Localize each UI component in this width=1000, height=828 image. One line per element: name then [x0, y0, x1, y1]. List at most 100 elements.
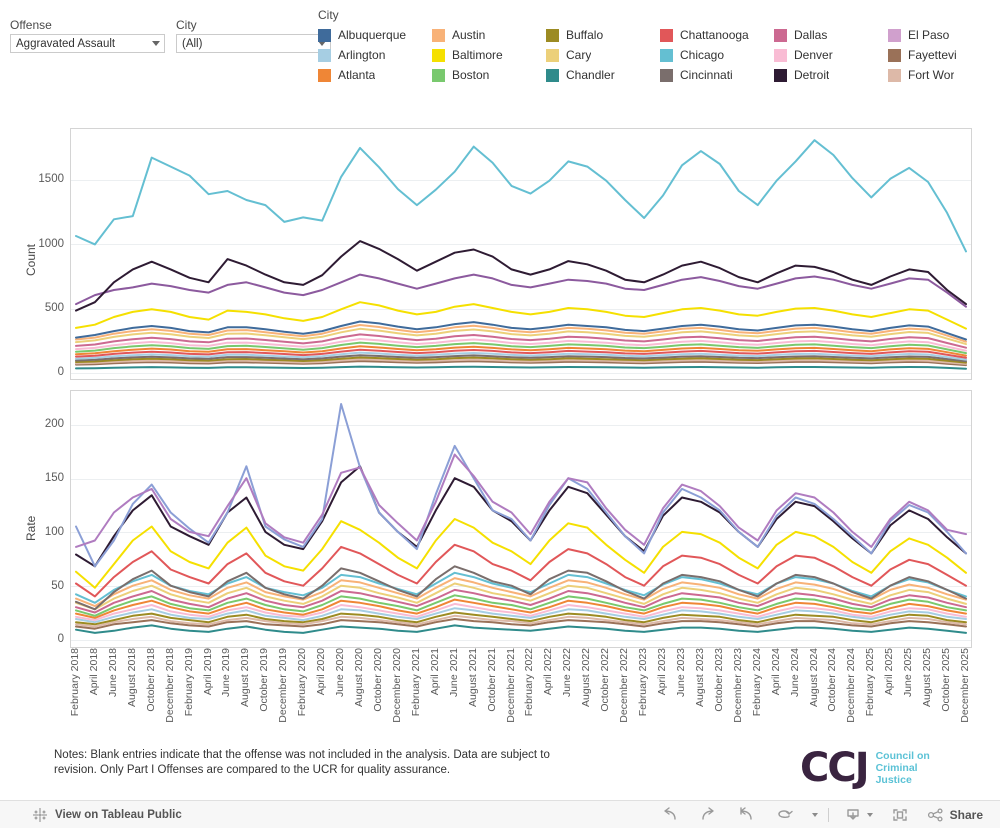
series-line-chicago[interactable] [75, 139, 967, 253]
legend-item-label: Dallas [794, 28, 828, 42]
legend-item-dallas[interactable]: Dallas [774, 25, 888, 45]
series-line-atlanta[interactable] [75, 598, 967, 619]
x-tick-label: June 2019 [220, 648, 233, 698]
filter-offense: Offense Aggravated Assault [10, 18, 165, 53]
series-line-albuquerque[interactable] [75, 320, 967, 341]
series-line-arlington[interactable] [75, 351, 967, 361]
ccj-tagline-line1: Council on [875, 750, 930, 762]
x-tick-label: October 2021 [485, 648, 498, 712]
legend: City Albuquerque Arlington Atlanta Austin Ba… [318, 8, 1000, 85]
x-tick-label: October 2020 [371, 648, 384, 712]
x-tick-label: February 2020 [296, 648, 309, 717]
series-line-detroit[interactable] [75, 240, 967, 312]
legend-item-fayettevi[interactable]: Fayettevi [888, 45, 1000, 65]
fullscreen-icon [892, 808, 907, 821]
series-line-albuquerque[interactable] [75, 403, 967, 568]
series-line-cary[interactable] [75, 582, 967, 611]
series-line-denver[interactable] [75, 338, 967, 352]
legend-item-buffalo[interactable]: Buffalo [546, 25, 660, 45]
y-tick-label: 500 [44, 302, 64, 314]
series-line-austin[interactable] [75, 577, 967, 608]
legend-item-albuquerque[interactable]: Albuquerque [318, 25, 432, 45]
legend-item-label: Atlanta [338, 68, 376, 82]
legend-item-chicago[interactable]: Chicago [660, 45, 774, 65]
legend-item-denver[interactable]: Denver [774, 45, 888, 65]
x-tick-label: April 2023 [656, 648, 669, 696]
series-line-fayetteville[interactable] [75, 618, 967, 630]
legend-item-chandler[interactable]: Chandler [546, 65, 660, 85]
view-on-tableau-public-button[interactable]: View on Tableau Public [32, 801, 182, 828]
share-button[interactable]: Share [918, 801, 992, 828]
series-line-cincinnati[interactable] [75, 354, 967, 363]
series-line-detroit[interactable] [75, 465, 967, 568]
x-tick-label: February 2022 [523, 648, 536, 717]
series-line-denver[interactable] [75, 602, 967, 622]
x-tick-label: October 2018 [144, 648, 157, 712]
plot-area-count[interactable] [70, 128, 972, 380]
series-line-austin[interactable] [75, 324, 967, 343]
toolbar-divider [827, 807, 829, 822]
y-tick-label: 0 [57, 633, 64, 646]
legend-item-label: Chattanooga [680, 28, 749, 42]
series-line-arlington[interactable] [75, 607, 967, 624]
filter-city-dropdown[interactable]: (All) [176, 34, 331, 53]
series-line-cary[interactable] [75, 327, 967, 346]
legend-item-detroit[interactable]: Detroit [774, 65, 888, 85]
series-line-buffalo[interactable] [75, 356, 967, 364]
legend-title: City [318, 8, 339, 22]
x-tick-label: April 2021 [428, 648, 441, 696]
legend-item-atlanta[interactable]: Atlanta [318, 65, 432, 85]
legend-item-fort-wor[interactable]: Fort Wor [888, 65, 1000, 85]
fullscreen-button[interactable] [882, 801, 918, 828]
series-line-boston[interactable] [75, 341, 967, 355]
revert-button[interactable] [727, 801, 765, 828]
legend-column: Buffalo Cary Chandler [546, 25, 660, 85]
legend-column: Austin Baltimore Boston [432, 25, 546, 85]
legend-swatch-icon [774, 28, 787, 42]
series-line-chandler[interactable] [75, 624, 967, 634]
series-line-chattanooga[interactable] [75, 543, 967, 598]
gridline [71, 308, 971, 310]
legend-item-arlington[interactable]: Arlington [318, 45, 432, 65]
series-line-fort-worth[interactable] [75, 614, 967, 628]
series-line-fayetteville[interactable] [75, 360, 967, 367]
legend-item-baltimore[interactable]: Baltimore [432, 45, 546, 65]
revert-icon [739, 806, 752, 820]
series-line-atlanta[interactable] [75, 345, 967, 357]
series-line-chandler[interactable] [75, 365, 967, 370]
legend-item-cary[interactable]: Cary [546, 45, 660, 65]
series-line-dallas[interactable] [75, 333, 967, 349]
y-tick-label: 200 [44, 418, 64, 431]
legend-item-austin[interactable]: Austin [432, 25, 546, 45]
download-button[interactable] [835, 801, 882, 828]
legend-item-boston[interactable]: Boston [432, 65, 546, 85]
legend-item-chattanooga[interactable]: Chattanooga [660, 25, 774, 45]
series-line-dallas[interactable] [75, 588, 967, 614]
series-line-baltimore[interactable] [75, 518, 967, 589]
x-tick-label: April 2025 [883, 648, 896, 696]
x-tick-label: June 2018 [106, 648, 119, 698]
legend-item-cincinnati[interactable]: Cincinnati [660, 65, 774, 85]
series-line-el-paso[interactable] [75, 273, 967, 308]
legend-item-el-paso[interactable]: El Paso [888, 25, 1000, 45]
filter-offense-dropdown[interactable]: Aggravated Assault [10, 34, 165, 53]
legend-item-label: Detroit [794, 68, 830, 82]
gridline [71, 244, 971, 246]
series-line-chattanooga[interactable] [75, 348, 967, 359]
series-line-boston[interactable] [75, 594, 967, 617]
redo-button[interactable] [689, 801, 727, 828]
x-tick-label: February 2025 [864, 648, 877, 717]
x-tick-label: February 2024 [750, 648, 763, 717]
series-line-el-paso[interactable] [75, 453, 967, 548]
undo-button[interactable] [651, 801, 689, 828]
plot-area-rate[interactable] [70, 390, 972, 648]
filter-offense-value: Aggravated Assault [16, 37, 116, 50]
pause-dropdown-button[interactable] [803, 801, 822, 828]
series-line-buffalo[interactable] [75, 611, 967, 626]
series-line-baltimore[interactable] [75, 301, 967, 330]
refresh-button[interactable] [765, 801, 803, 828]
series-line-fort-worth[interactable] [75, 358, 967, 365]
series-line-cincinnati[interactable] [75, 565, 967, 611]
view-on-tableau-public-label: View on Tableau Public [55, 808, 182, 821]
legend-item-label: Albuquerque [338, 28, 407, 42]
